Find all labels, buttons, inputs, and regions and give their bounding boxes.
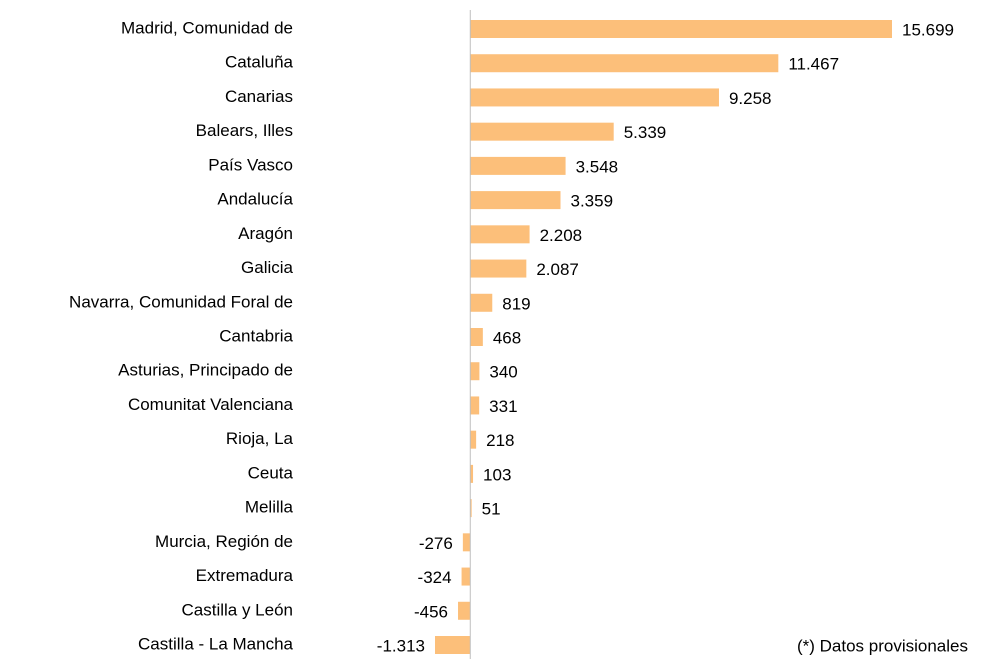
value-label: -324 bbox=[418, 568, 452, 587]
value-label: 3.359 bbox=[571, 192, 614, 211]
bar bbox=[470, 259, 527, 278]
bar bbox=[470, 464, 474, 483]
category-label: Castilla y León bbox=[181, 600, 293, 619]
value-label: 103 bbox=[483, 465, 511, 484]
value-label: 218 bbox=[486, 431, 514, 450]
category-label: Melilla bbox=[245, 498, 294, 517]
category-label: Cataluña bbox=[225, 53, 294, 72]
value-label: 5.339 bbox=[624, 123, 667, 142]
category-label: Galicia bbox=[241, 258, 294, 277]
category-label: Canarias bbox=[225, 87, 293, 106]
value-label: 51 bbox=[482, 500, 501, 519]
value-label: -1.313 bbox=[377, 636, 425, 655]
bar bbox=[470, 362, 480, 381]
category-label: Balears, Illes bbox=[196, 121, 293, 140]
bar bbox=[470, 122, 614, 141]
value-label: 3.548 bbox=[576, 157, 619, 176]
category-label: Castilla - La Mancha bbox=[138, 634, 294, 653]
category-label: Madrid, Comunidad de bbox=[121, 18, 293, 37]
value-label: 819 bbox=[502, 294, 530, 313]
category-label: Asturias, Principado de bbox=[118, 361, 293, 380]
category-label: País Vasco bbox=[208, 155, 293, 174]
value-label: 468 bbox=[493, 328, 521, 347]
category-label: Extremadura bbox=[196, 566, 294, 585]
bar bbox=[458, 601, 471, 620]
category-label: Comunitat Valenciana bbox=[128, 395, 294, 414]
bar bbox=[462, 533, 471, 552]
bar bbox=[435, 636, 471, 654]
value-label: 11.467 bbox=[788, 55, 839, 74]
category-label: Cantabria bbox=[219, 326, 293, 345]
value-label: 340 bbox=[489, 363, 517, 382]
bar bbox=[461, 567, 471, 586]
value-label: -456 bbox=[414, 602, 448, 621]
bar bbox=[470, 430, 477, 449]
value-label: 15.699 bbox=[902, 20, 954, 39]
bar bbox=[470, 191, 561, 210]
category-label: Murcia, Región de bbox=[155, 532, 293, 551]
bar bbox=[470, 156, 566, 175]
annotation: (*) Datos provisionales bbox=[797, 636, 968, 655]
category-label: Andalucía bbox=[217, 190, 293, 209]
bar bbox=[470, 54, 779, 73]
bar bbox=[470, 88, 719, 107]
value-label: 331 bbox=[489, 397, 517, 416]
bar bbox=[470, 225, 530, 244]
value-label: 2.087 bbox=[536, 260, 579, 279]
category-label: Navarra, Comunidad Foral de bbox=[69, 292, 293, 311]
bar bbox=[470, 20, 892, 38]
bar bbox=[470, 499, 472, 518]
category-label: Rioja, La bbox=[226, 429, 294, 448]
category-label: Ceuta bbox=[248, 463, 294, 482]
bar bbox=[470, 396, 480, 415]
value-label: 9.258 bbox=[729, 89, 772, 108]
bar bbox=[470, 328, 483, 346]
category-label: Aragón bbox=[238, 224, 293, 243]
value-label: 2.208 bbox=[540, 226, 583, 245]
bar bbox=[470, 293, 493, 312]
value-label: -276 bbox=[419, 534, 453, 553]
